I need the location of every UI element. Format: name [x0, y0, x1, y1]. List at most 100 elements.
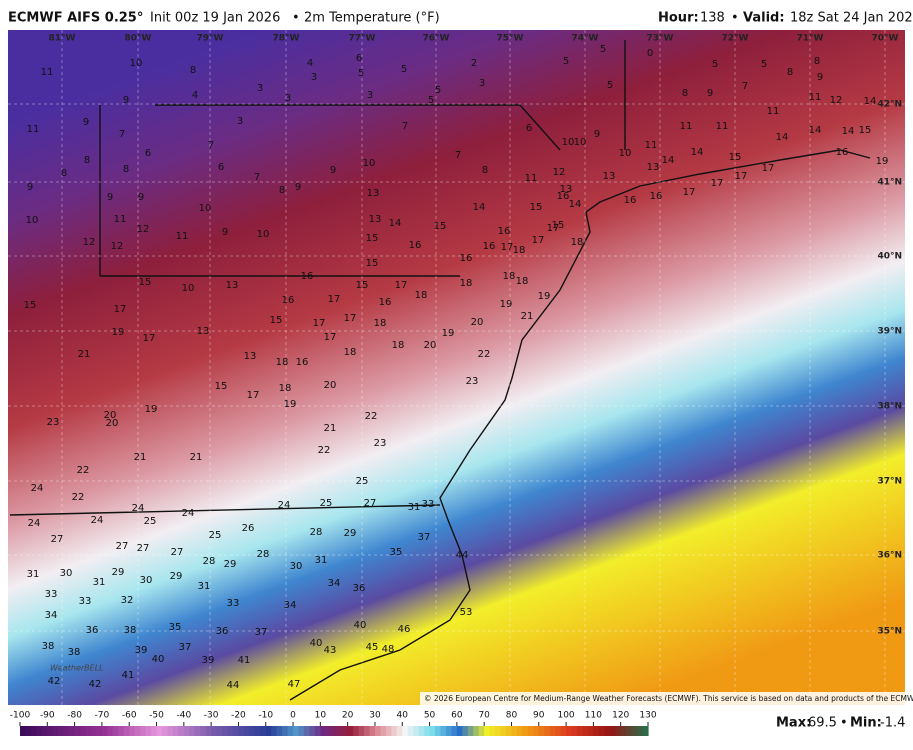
colorbar-cell — [222, 726, 229, 736]
colorbar-cell — [478, 726, 485, 736]
sep: • — [731, 11, 739, 26]
station-value: 16 — [409, 240, 422, 251]
colorbar-cell — [216, 726, 223, 736]
station-value: 7 — [208, 140, 214, 151]
colorbar-cell — [320, 726, 327, 736]
station-value: 30 — [290, 561, 303, 572]
station-value: 9 — [817, 72, 823, 83]
station-value: 18 — [415, 290, 428, 301]
station-value: 12 — [111, 241, 124, 252]
station-value: 7 — [254, 172, 260, 183]
station-value: 14 — [864, 96, 877, 107]
colorbar-cell — [342, 726, 349, 736]
station-value: 15 — [366, 233, 379, 244]
station-value: 24 — [132, 503, 145, 514]
station-value: 17 — [114, 304, 127, 315]
colorbar-cell — [604, 726, 611, 736]
station-value: 14 — [662, 155, 675, 166]
station-value: 15 — [215, 381, 228, 392]
colorbar-cell — [385, 726, 392, 736]
station-value: 36 — [216, 626, 229, 637]
station-value: 15 — [270, 315, 283, 326]
colorbar-cell — [96, 726, 103, 736]
lon-label: 70°W — [872, 34, 899, 44]
lat-label: 37°N — [877, 477, 902, 487]
station-value: 35 — [169, 622, 182, 633]
colorbar-cell — [609, 726, 616, 736]
colorbar-cell — [69, 726, 76, 736]
station-value: 6 — [218, 162, 224, 173]
station-value: 19 — [876, 156, 889, 167]
station-value: 23 — [47, 417, 60, 428]
colorbar-cell — [484, 726, 491, 736]
station-value: 17 — [711, 178, 724, 189]
colorbar-cell — [495, 726, 502, 736]
station-value: 16 — [379, 297, 392, 308]
station-value: 18 — [571, 237, 584, 248]
colorbar-cell — [227, 726, 234, 736]
station-value: 13 — [244, 351, 257, 362]
station-value: 14 — [473, 202, 486, 213]
station-value: 20 — [324, 380, 337, 391]
colorbar-cell — [418, 726, 425, 736]
colorbar-cell — [58, 726, 65, 736]
station-value: 14 — [569, 199, 582, 210]
station-value: 20 — [471, 317, 484, 328]
station-value: 17 — [344, 313, 357, 324]
station-value: 37 — [179, 642, 192, 653]
station-value: 4 — [192, 90, 198, 101]
colorbar-cell — [522, 726, 529, 736]
station-value: 8 — [61, 168, 67, 179]
state-border — [155, 104, 561, 151]
max-label: Max: — [776, 716, 811, 731]
colorbar-cell — [271, 726, 278, 736]
station-value: 8 — [682, 88, 688, 99]
init: Init 00z 19 Jan 2026 — [150, 11, 280, 26]
lat-label: 36°N — [877, 551, 902, 561]
colorbar-cell — [391, 726, 398, 736]
credit: WeatherBELL — [50, 664, 104, 673]
colorbar-cell — [347, 726, 354, 736]
colorbar-cell — [134, 726, 141, 736]
station-value: 9 — [107, 192, 113, 203]
colorbar-cell — [506, 726, 513, 736]
station-value: 48 — [382, 644, 395, 655]
station-value: 16 — [498, 226, 511, 237]
station-value: 13 — [647, 162, 660, 173]
colorbar-cell — [626, 726, 633, 736]
colorbar-label: -10 — [258, 711, 273, 721]
station-value: 3 — [257, 83, 263, 94]
colorbar-cell — [631, 726, 638, 736]
station-value: 35 — [390, 547, 403, 558]
station-value: 33 — [79, 596, 92, 607]
colorbar-label: 130 — [639, 711, 656, 721]
station-value: 10 — [182, 283, 195, 294]
colorbar-cell — [445, 726, 453, 736]
station-value: 30 — [60, 568, 73, 579]
colorbar-cell — [380, 726, 387, 736]
station-value: 20 — [104, 410, 117, 421]
colorbar-cell — [254, 726, 261, 736]
station-value: 16 — [282, 295, 295, 306]
colorbar-label: 0 — [290, 711, 296, 721]
station-value: 9 — [330, 165, 336, 176]
station-value: 8 — [84, 155, 90, 166]
colorbar-cell — [52, 726, 59, 736]
colorbar-cell — [364, 726, 371, 736]
station-value: 18 — [374, 318, 387, 329]
colorbar-label: 40 — [397, 711, 409, 721]
station-value: 13 — [226, 280, 239, 291]
station-value: 23 — [466, 376, 479, 387]
station-value: 14 — [842, 126, 855, 137]
copyright: © 2026 European Centre for Medium-Range … — [424, 694, 913, 703]
colorbar-cell — [178, 726, 185, 736]
station-value: 47 — [288, 679, 301, 690]
station-value: 19 — [112, 327, 125, 338]
station-value: 22 — [318, 445, 331, 456]
colorbar-cell — [467, 726, 474, 736]
colorbar-cell — [293, 726, 300, 736]
station-value: 53 — [460, 607, 473, 618]
station-value: 16 — [483, 241, 496, 252]
colorbar-label: 70 — [478, 711, 490, 721]
valid-label: Valid: — [743, 11, 785, 26]
